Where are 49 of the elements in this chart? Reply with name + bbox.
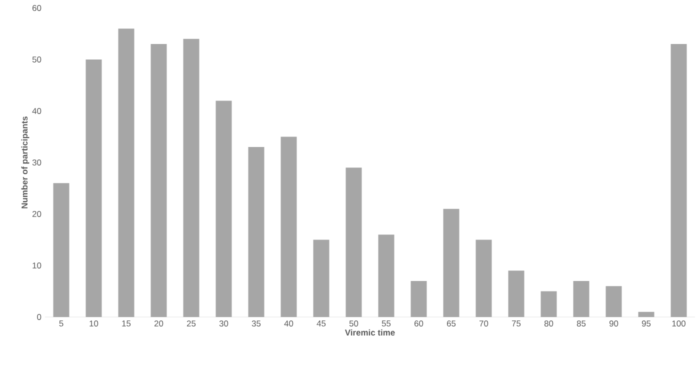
y-tick-label: 0 <box>37 314 42 320</box>
x-tick-label: 75 <box>512 320 521 326</box>
x-tick-label: 30 <box>219 320 228 327</box>
bar <box>216 100 232 317</box>
bar <box>53 183 70 317</box>
y-tick-label: 20 <box>32 211 42 217</box>
bar <box>118 28 134 317</box>
bar <box>183 38 200 317</box>
x-tick-label: 15 <box>122 320 131 326</box>
bar <box>606 286 622 317</box>
x-tick-label: 80 <box>544 320 554 327</box>
x-tick-label: 20 <box>154 320 164 327</box>
x-tick-label: 90 <box>609 320 618 327</box>
bar <box>670 44 687 317</box>
x-tick-label: 25 <box>186 320 196 327</box>
bar <box>313 240 330 317</box>
x-tick-label: 5 <box>59 320 64 326</box>
y-tick-label: 60 <box>32 5 42 11</box>
bar <box>540 291 557 317</box>
bar <box>638 312 654 317</box>
x-tick-label: 50 <box>349 320 358 327</box>
bar <box>86 60 102 317</box>
bar <box>378 234 394 317</box>
x-tick-label: 85 <box>576 320 586 327</box>
x-tick-label: 45 <box>316 320 326 326</box>
bar <box>280 136 297 317</box>
y-tick-label: 10 <box>32 262 42 268</box>
bar <box>476 240 492 317</box>
y-tick-label: 30 <box>32 160 42 166</box>
x-tick-label: 35 <box>252 320 261 327</box>
x-tick-label: 65 <box>446 320 456 327</box>
bar <box>150 44 167 317</box>
x-tick-label: 95 <box>642 320 651 327</box>
x-axis-title: Viremic time <box>344 329 395 336</box>
x-tick-label: 100 <box>672 320 686 327</box>
y-tick-label: 50 <box>32 56 42 62</box>
x-tick-label: 70 <box>479 320 488 327</box>
bar <box>346 168 362 317</box>
x-tick-label: 40 <box>284 320 294 327</box>
y-tick-label: 40 <box>32 108 42 114</box>
bar <box>443 208 460 317</box>
x-tick-label: 60 <box>414 320 424 327</box>
x-tick-label: 10 <box>90 320 98 327</box>
x-tick-label: 55 <box>382 320 391 326</box>
bar <box>410 280 427 317</box>
bar <box>573 280 590 317</box>
bar <box>248 147 264 317</box>
y-axis-title: Number of participants <box>21 116 30 208</box>
bar <box>508 270 524 317</box>
